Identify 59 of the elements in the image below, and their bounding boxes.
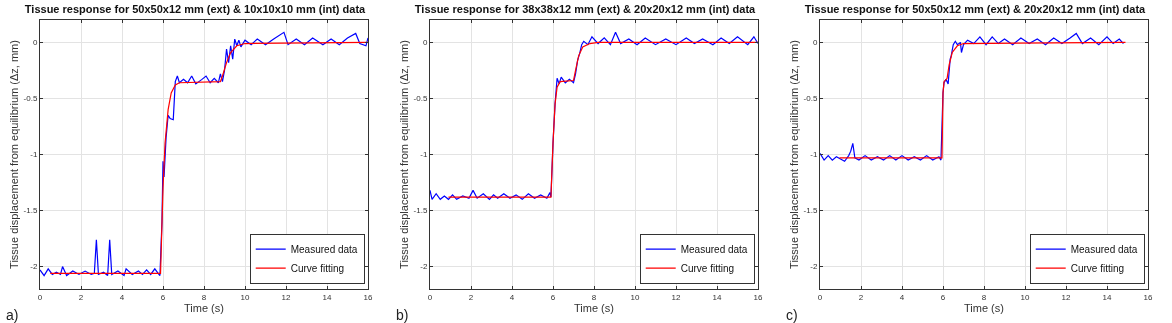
x-tick-label: 16 [1143,292,1153,302]
text: a) [6,307,19,323]
y-axis-title: Tissue displacement from equilibrium (Δz, mm) [8,40,21,269]
text: c) [786,307,798,323]
y-tick-label: 0 [812,38,818,48]
text: b) [396,307,409,323]
x-tick-label: 16 [363,292,373,302]
y-axis-title: Tissue displacement from equilibrium (Δz, mm) [398,40,411,269]
legend-label: Measured data [1070,244,1138,256]
y-tick-label: -1 [810,150,818,160]
x-tick-label: 14 [322,292,332,302]
x-tick-label: 2 [468,292,474,302]
y-tick-label: 0 [422,38,428,48]
legend-label: Curve fitting [680,263,735,275]
legend-label: Measured data [680,244,748,256]
y-tick-label: -1 [420,150,428,160]
y-tick-label: -1.5 [413,206,428,216]
y-tick-label: -2 [420,262,428,272]
x-tick-label: 4 [899,292,905,302]
x-tick-label: 2 [858,292,864,302]
chart-title: Tissue response for 50x50x12 mm (ext) & 10x10x10 mm (int) data [24,2,367,15]
x-tick-label: 10 [240,292,250,302]
y-tick-label: -0.5 [803,94,818,104]
x-tick-label: 10 [1020,292,1030,302]
x-tick-label: 16 [753,292,763,302]
y-tick-label: -0.5 [413,94,428,104]
line-series [820,32,1124,162]
x-tick-label: 8 [201,292,207,302]
legend-label: Measured data [290,244,358,256]
x-axis-title: Time (s) [184,301,224,314]
x-axis-title: Time (s) [964,301,1004,314]
chart-title: Tissue response for 50x50x12 mm (ext) & 20x20x12 mm (int) data [804,2,1147,15]
y-tick-label: -2 [30,262,38,272]
y-tick-label: 0 [32,38,38,48]
x-axis-title: Time (s) [574,301,614,314]
x-tick-label: 2 [78,292,84,302]
y-axis-title: Tissue displacement from equilibrium (Δz, mm) [788,40,801,269]
legend-label: Curve fitting [290,263,345,275]
legend-label: Curve fitting [1070,263,1125,275]
x-tick-label: 6 [160,292,166,302]
x-tick-label: 8 [981,292,987,302]
y-tick-label: -1 [30,150,38,160]
x-tick-label: 4 [509,292,515,302]
x-tick-label: 12 [281,292,291,302]
x-tick-label: 8 [591,292,597,302]
line-series [838,41,1127,159]
x-tick-label: 6 [550,292,556,302]
y-tick-label: -1.5 [803,206,818,216]
x-tick-label: 4 [119,292,125,302]
x-tick-label: 12 [671,292,681,302]
x-tick-label: 14 [1102,292,1112,302]
x-tick-label: 10 [630,292,640,302]
x-tick-label: 14 [712,292,722,302]
y-tick-label: -0.5 [23,94,38,104]
x-tick-label: 12 [1061,292,1071,302]
chart-title: Tissue response for 38x38x12 mm (ext) & 20x20x12 mm (int) data [414,2,757,15]
y-tick-label: -1.5 [23,206,38,216]
y-tick-label: -2 [810,262,818,272]
x-tick-label: 6 [940,292,946,302]
